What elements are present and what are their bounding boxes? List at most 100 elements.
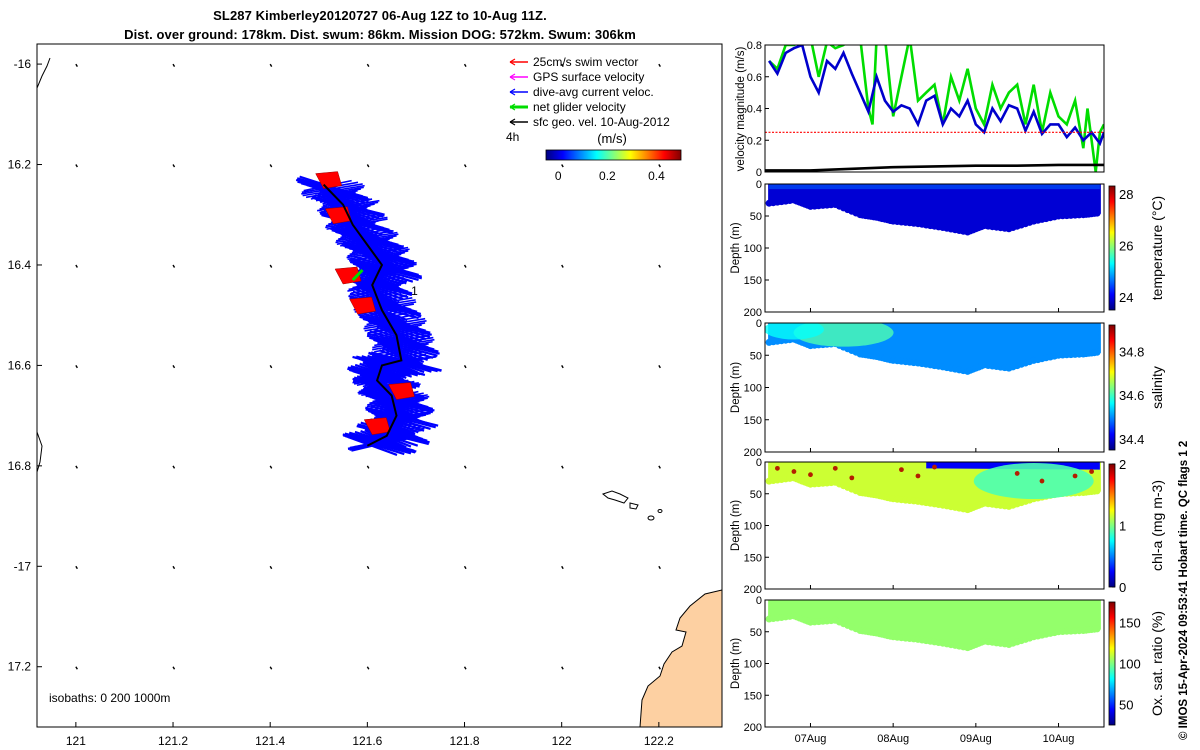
geo-velocity-arrow xyxy=(75,164,78,168)
geo-velocity-arrow xyxy=(463,565,467,570)
geo-velocity-arrow xyxy=(75,264,78,268)
colorbar-tick-label: 0 xyxy=(1119,580,1126,595)
surface-layer xyxy=(769,184,1100,190)
colorbar-tick-label: 34.4 xyxy=(1119,432,1144,447)
legend-arrowhead xyxy=(509,73,516,81)
geo-velocity-arrow xyxy=(269,565,273,570)
geo-velocity-arrow xyxy=(366,164,370,168)
geo-velocity-arrow xyxy=(366,565,370,570)
chl-spot xyxy=(791,469,797,474)
geo-velocity-arrow xyxy=(75,365,78,369)
colorbar-tick-label: 34.8 xyxy=(1119,344,1144,359)
x-tick-label: 121.8 xyxy=(450,734,480,748)
salinity-panel: 0 50 100 150 200 Depth (m) 34.4 34.6 34.8 salinit… xyxy=(730,318,1165,459)
island xyxy=(601,490,629,504)
geo-velocity-arrow xyxy=(75,465,78,469)
depth-tick-label: 200 xyxy=(744,307,762,319)
chl-spot xyxy=(1072,473,1078,479)
y-tick-label: 17.2 xyxy=(8,660,32,674)
chl-spot xyxy=(808,472,813,478)
colorbar-label: Ox. sat. ratio (%) xyxy=(1149,611,1165,716)
velocity-series xyxy=(768,45,1104,147)
depth-tick-label: 100 xyxy=(744,243,762,255)
chart-title-line1: SL287 Kimberley20120727 06-Aug 12Z to 10… xyxy=(213,8,547,23)
island xyxy=(657,509,663,513)
land-coast xyxy=(639,589,722,727)
x-tick-label: 121.6 xyxy=(352,734,382,748)
colorbar-tick-label: 0.4 xyxy=(648,169,665,183)
depth-tick-label: 50 xyxy=(750,627,762,639)
colorbar-tick-label: 50 xyxy=(1119,698,1133,713)
geo-velocity-arrow xyxy=(561,365,564,369)
depth-tick-label: 50 xyxy=(750,489,762,501)
current-vector xyxy=(325,214,385,227)
salinity-section xyxy=(765,323,1101,375)
time-scale-label: 4h xyxy=(506,130,519,144)
depth-tick-label: 150 xyxy=(744,415,762,427)
legend-arrowhead xyxy=(509,58,516,66)
geo-velocity-arrow xyxy=(658,465,661,469)
geo-velocity-arrow xyxy=(269,63,273,67)
chl-a-section xyxy=(765,462,1101,514)
chl-spot xyxy=(915,473,921,479)
geo-velocity-arrow xyxy=(658,63,661,67)
temperature-section xyxy=(765,184,1101,236)
x-tick-label: 07Aug xyxy=(795,733,827,745)
geo-velocity-arrow xyxy=(561,465,564,469)
colorbar-title: (m/s) xyxy=(597,131,627,146)
colorbar-tick-label: 34.6 xyxy=(1119,388,1144,403)
legend-entry: sfc geo. vel. 10-Aug-2012 xyxy=(533,115,670,129)
net-velocity-vector xyxy=(351,268,364,282)
geo-velocity-arrow xyxy=(172,264,176,268)
depth-tick-label: 50 xyxy=(750,211,762,223)
chl-spot xyxy=(832,465,838,471)
swim-vector-patch xyxy=(349,296,376,315)
y-tick-label: 0.8 xyxy=(747,40,762,52)
current-vector xyxy=(372,324,422,336)
depth-tick-label: 200 xyxy=(744,584,762,596)
colorbar-label: salinity xyxy=(1149,366,1165,409)
colorbar-tick-label: 100 xyxy=(1119,657,1141,672)
chl-spot xyxy=(775,465,780,471)
profile-dot xyxy=(1093,487,1101,495)
chl-spot xyxy=(1089,469,1094,474)
y-tick-label: -17 xyxy=(14,559,32,573)
x-tick-label: 121.4 xyxy=(255,734,285,748)
chart-title-line2: Dist. over ground: 178km. Dist. swum: 86… xyxy=(124,27,636,42)
geo-velocity-arrow xyxy=(75,666,78,670)
legend-entry: 25cm/s swim vector xyxy=(533,55,638,69)
colorbar xyxy=(1108,185,1116,311)
chl-a-panel: 0 50 100 150 200 Depth (m) 0 1 2 chl-a (mg m-3) xyxy=(730,457,1165,596)
geo-velocity-arrow xyxy=(463,666,467,670)
y-tick-label: 16.4 xyxy=(8,258,32,272)
geo-velocity-arrow xyxy=(658,264,661,268)
depth-tick-label: 0 xyxy=(756,595,762,607)
x-tick-label: 121 xyxy=(66,734,86,748)
geo-velocity-arrow xyxy=(75,565,78,570)
swim-vector-patch xyxy=(388,382,415,400)
temperature-panel: 0 50 100 150 200 Depth (m) 24 26 28 temperature (… xyxy=(730,179,1165,319)
chl-spot xyxy=(849,475,855,481)
y-axis-label: Depth (m) xyxy=(730,500,742,551)
geo-velocity-arrow xyxy=(172,565,176,570)
x-tick-label: 122.2 xyxy=(644,734,674,748)
profile-dot xyxy=(1093,348,1101,356)
chl-spot xyxy=(1039,478,1045,484)
map-content: 1 xyxy=(37,57,722,727)
geo-velocity-arrow xyxy=(172,164,176,168)
depth-tick-label: 150 xyxy=(744,552,762,564)
colorbar-tick-label: 28 xyxy=(1119,187,1133,202)
geo-velocity-arrow xyxy=(658,164,661,168)
current-vector xyxy=(355,284,400,297)
depth-tick-label: 200 xyxy=(744,722,762,734)
colorbar xyxy=(1108,463,1116,588)
depth-tick-label: 50 xyxy=(750,350,762,362)
current-vector xyxy=(349,243,399,256)
oxygen-panel: 0 50 100 150 200 Depth (m) 50 100 150 Ox. sat. ra… xyxy=(730,595,1165,745)
colorbar-label: temperature (°C) xyxy=(1149,196,1165,300)
profile-dot xyxy=(1093,625,1101,633)
geo-velocity-arrow xyxy=(463,264,467,268)
geo-velocity-arrow xyxy=(366,465,370,469)
